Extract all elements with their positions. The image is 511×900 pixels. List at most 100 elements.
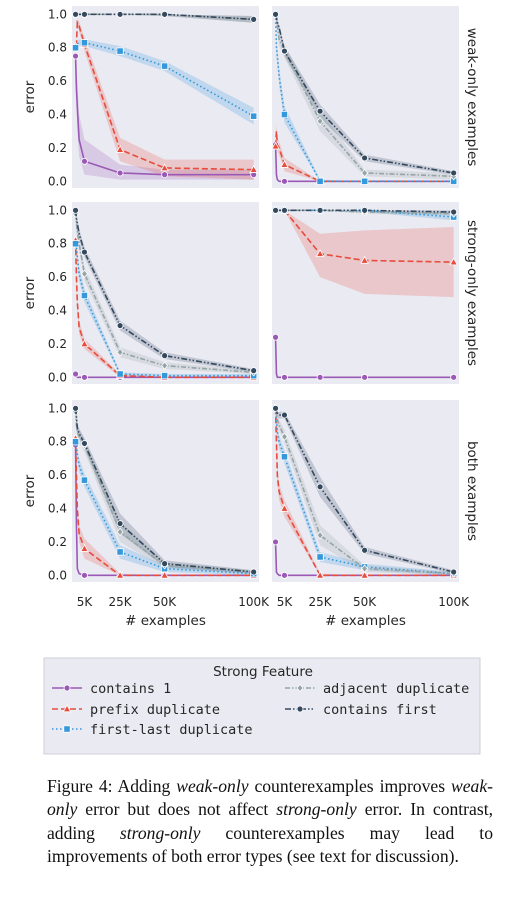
legend-item: adjacent duplicate <box>285 681 469 697</box>
x-tick-label: 100K <box>438 595 470 609</box>
y-tick-label: 0.4 <box>48 304 67 318</box>
figure-svg: 0.0 0.2 0.4 0.6 0.8 1.0 error weak-only example… <box>22 6 481 755</box>
panel-1-right: weak-only examples <box>272 6 480 188</box>
data-point <box>361 154 369 162</box>
data-point <box>161 372 169 380</box>
row-label: both examples <box>464 441 480 541</box>
data-point <box>72 52 79 60</box>
data-point <box>116 548 124 556</box>
series-line <box>74 213 254 374</box>
legend-label: first-last duplicate <box>90 722 253 738</box>
series-line <box>274 14 454 178</box>
data-point <box>116 169 124 177</box>
data-point <box>272 404 279 412</box>
data-point <box>280 453 289 461</box>
x-tick-label: 5K <box>277 595 294 609</box>
legend-label: prefix duplicate <box>90 702 220 718</box>
x-tick-label: 25K <box>109 595 133 609</box>
data-point <box>450 208 458 216</box>
series-line <box>74 408 254 573</box>
x-axis-label: # examples <box>325 613 406 629</box>
data-point <box>280 110 289 119</box>
series-line <box>74 19 254 171</box>
panel-1-left: 0.0 0.2 0.4 0.6 0.8 1.0 error <box>22 6 259 188</box>
series-line <box>74 56 254 176</box>
data-point <box>360 255 369 264</box>
data-point <box>281 177 288 185</box>
y-axis-label: error <box>22 80 38 113</box>
data-point <box>116 520 124 527</box>
data-point <box>316 553 324 561</box>
facet-grid: 0.0 0.2 0.4 0.6 0.8 1.0 error weak-only example… <box>22 6 480 629</box>
data-point <box>250 568 258 576</box>
plot-background <box>72 6 259 188</box>
plot-background <box>272 400 459 582</box>
panel-2-right: strong-only examples <box>272 202 480 384</box>
caption-label: Figure 4: <box>47 776 113 796</box>
series-line <box>74 243 254 377</box>
confidence-band <box>275 210 454 298</box>
data-point <box>81 373 88 381</box>
legend-marker <box>296 683 304 693</box>
panel-2-left: 0.0 0.2 0.4 0.6 0.8 1.0 error <box>22 202 259 384</box>
legend-item: first-last duplicate <box>52 722 253 738</box>
row-label: strong-only examples <box>464 220 480 366</box>
y-tick-label: 0.6 <box>48 468 67 482</box>
data-point <box>161 560 169 568</box>
series-line <box>74 438 254 577</box>
legend-marker <box>62 704 72 713</box>
data-point <box>360 570 369 579</box>
y-tick-label: 0.0 <box>48 174 67 188</box>
data-point <box>315 570 325 579</box>
data-point <box>250 367 258 375</box>
series-line <box>274 408 454 577</box>
series-line <box>74 240 254 379</box>
figure-caption: Figure 4: Adding weak-only counterexampl… <box>47 776 493 867</box>
legend: Strong Feature contains 1 adjacent duplica… <box>43 657 481 755</box>
data-point <box>161 352 169 360</box>
data-point <box>160 570 169 579</box>
series-line <box>274 14 454 183</box>
confidence-band <box>75 56 254 180</box>
y-tick-label: 0.8 <box>48 41 67 55</box>
y-tick-label: 0.6 <box>48 270 67 284</box>
confidence-band <box>75 435 254 576</box>
data-point <box>81 571 88 579</box>
y-tick-label: 0.0 <box>48 568 67 582</box>
data-point <box>281 571 288 579</box>
data-point <box>281 206 288 214</box>
y-axis-label: error <box>22 276 38 309</box>
data-point <box>272 333 279 341</box>
legend-label: contains 1 <box>90 681 171 697</box>
panel-3-right: both examples 5K 25K 50K 100K # examples <box>272 400 480 629</box>
data-point <box>81 248 88 256</box>
series-line <box>74 441 254 575</box>
data-point <box>250 15 258 23</box>
legend-title: Strong Feature <box>213 664 313 680</box>
data-point <box>450 373 458 381</box>
plot-area <box>272 10 458 185</box>
legend-box <box>43 657 481 755</box>
legend-marker <box>63 684 71 692</box>
y-tick-label: 0.2 <box>48 535 67 549</box>
data-point <box>116 47 124 55</box>
data-point <box>72 370 79 378</box>
data-point <box>272 141 280 150</box>
data-point <box>272 538 279 546</box>
plot-area <box>72 10 258 180</box>
data-point <box>281 47 288 55</box>
data-point <box>115 570 125 579</box>
series-line <box>74 210 254 372</box>
plot-area <box>72 206 258 381</box>
y-tick-label: 0.0 <box>48 370 67 384</box>
x-tick-label: 25K <box>309 595 333 609</box>
data-point <box>281 373 288 381</box>
legend-item: prefix duplicate <box>52 702 220 718</box>
y-tick-label: 1.0 <box>48 401 67 415</box>
y-tick-label: 0.6 <box>48 74 67 88</box>
panel-3-left: 0.0 0.2 0.4 0.6 0.8 1.0 error 5K 25K 50K 100K # exa… <box>22 400 270 629</box>
data-point <box>116 370 124 378</box>
series-line <box>274 408 454 573</box>
plot-area <box>72 404 258 579</box>
data-point <box>161 62 169 70</box>
